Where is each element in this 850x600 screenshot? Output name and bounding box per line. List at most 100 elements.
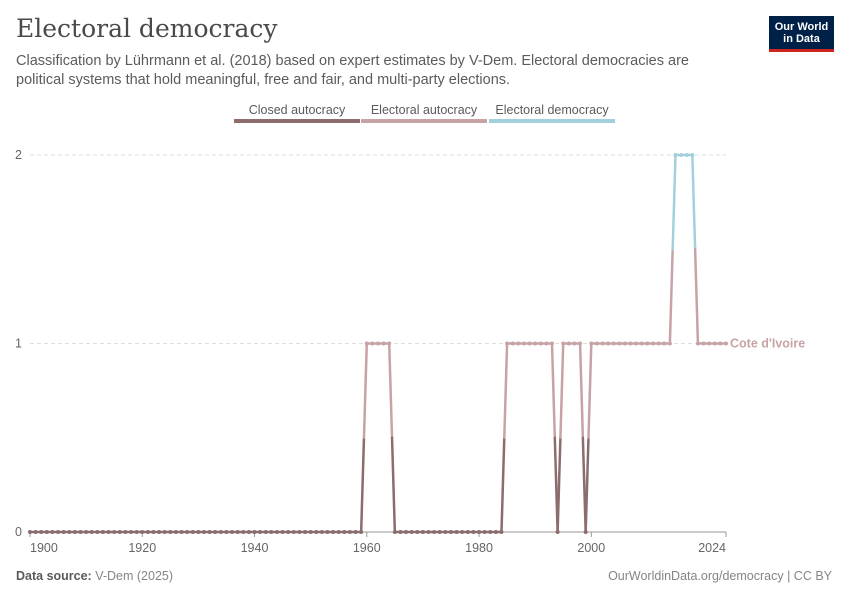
series-segment <box>390 436 397 534</box>
data-point <box>578 341 583 346</box>
data-point <box>286 530 291 534</box>
data-point <box>695 341 700 346</box>
data-point <box>600 341 605 346</box>
data-point <box>387 341 392 346</box>
data-point <box>331 530 336 534</box>
legend-label: Electoral democracy <box>495 103 609 117</box>
data-point <box>61 530 66 534</box>
series-segment <box>550 342 557 439</box>
data-point <box>426 530 431 534</box>
series-segment <box>668 248 674 345</box>
data-point <box>308 530 313 534</box>
series-segment <box>578 342 585 439</box>
data-point <box>617 341 622 346</box>
data-point <box>538 341 543 346</box>
data-point <box>381 341 386 346</box>
data-point <box>409 530 414 534</box>
data-point <box>359 530 364 534</box>
chart-title: Electoral democracy <box>16 14 278 43</box>
data-point <box>712 341 717 346</box>
data-point <box>656 341 661 346</box>
data-point <box>684 153 689 157</box>
owid-logo[interactable]: Our World in Data <box>769 16 834 52</box>
data-point <box>505 341 510 346</box>
data-point <box>168 530 173 534</box>
series-segment <box>587 342 593 439</box>
data-point <box>594 341 599 346</box>
data-point <box>263 530 268 534</box>
data-point <box>50 530 55 534</box>
x-tick-label: 2024 <box>698 541 726 555</box>
data-point <box>28 530 32 534</box>
data-point <box>364 341 369 346</box>
data-point <box>572 341 577 346</box>
data-point <box>606 341 611 346</box>
data-point <box>95 530 100 534</box>
data-point <box>398 530 403 534</box>
data-point <box>589 341 594 346</box>
chart-subtitle: Classification by Lührmann et al. (2018)… <box>16 53 689 88</box>
data-point <box>78 530 83 534</box>
data-point <box>145 530 150 534</box>
data-point <box>404 530 409 534</box>
series-segment <box>691 153 697 251</box>
data-source-value[interactable]: V-Dem (2025) <box>95 569 174 583</box>
data-point <box>448 530 453 534</box>
data-point <box>72 530 77 534</box>
data-point <box>134 530 139 534</box>
data-point <box>533 341 538 346</box>
x-tick-label: 1940 <box>241 541 269 555</box>
data-point <box>241 530 246 534</box>
x-tick-label: 1960 <box>353 541 381 555</box>
data-point <box>707 341 712 346</box>
data-point <box>667 341 672 346</box>
series-segment <box>559 342 565 439</box>
data-point <box>140 530 145 534</box>
logo-line-1: Our World <box>774 21 829 33</box>
data-point <box>437 530 442 534</box>
data-point <box>190 530 195 534</box>
data-point <box>516 341 521 346</box>
y-tick-label: 1 <box>15 337 22 351</box>
data-point <box>325 530 330 534</box>
data-point <box>566 341 571 346</box>
data-point <box>246 530 251 534</box>
data-point <box>488 530 493 534</box>
legend-swatch <box>234 119 360 123</box>
data-point <box>718 341 723 346</box>
series-segment <box>500 436 506 534</box>
series-segment <box>671 153 677 251</box>
data-point <box>269 530 274 534</box>
data-point <box>415 530 420 534</box>
data-point <box>218 530 223 534</box>
series-end-label: Cote d'Ivoire <box>730 337 805 351</box>
data-point <box>303 530 308 534</box>
data-point <box>39 530 44 534</box>
data-point <box>724 341 728 346</box>
x-tick-label: 1920 <box>128 541 156 555</box>
data-point <box>701 341 706 346</box>
data-point <box>291 530 296 534</box>
data-point <box>112 530 117 534</box>
series-segment <box>359 436 366 534</box>
data-point <box>622 341 627 346</box>
data-point <box>639 341 644 346</box>
y-tick-label: 0 <box>15 525 22 539</box>
data-point <box>56 530 61 534</box>
data-point <box>100 530 105 534</box>
data-point <box>510 341 515 346</box>
data-point <box>662 341 667 346</box>
data-point <box>645 341 650 346</box>
footer-url[interactable]: OurWorldinData.org/democracy | CC BY <box>608 569 832 583</box>
data-point <box>550 341 554 346</box>
data-point <box>477 530 482 534</box>
x-tick-label: 1900 <box>30 541 58 555</box>
data-point <box>235 530 240 534</box>
data-point <box>353 530 358 534</box>
y-tick-label: 2 <box>15 148 22 162</box>
data-point <box>202 530 206 534</box>
data-point <box>628 341 633 346</box>
legend-label: Electoral autocracy <box>371 103 478 117</box>
series-segment <box>362 342 369 439</box>
data-source-label: Data source: <box>16 569 92 583</box>
